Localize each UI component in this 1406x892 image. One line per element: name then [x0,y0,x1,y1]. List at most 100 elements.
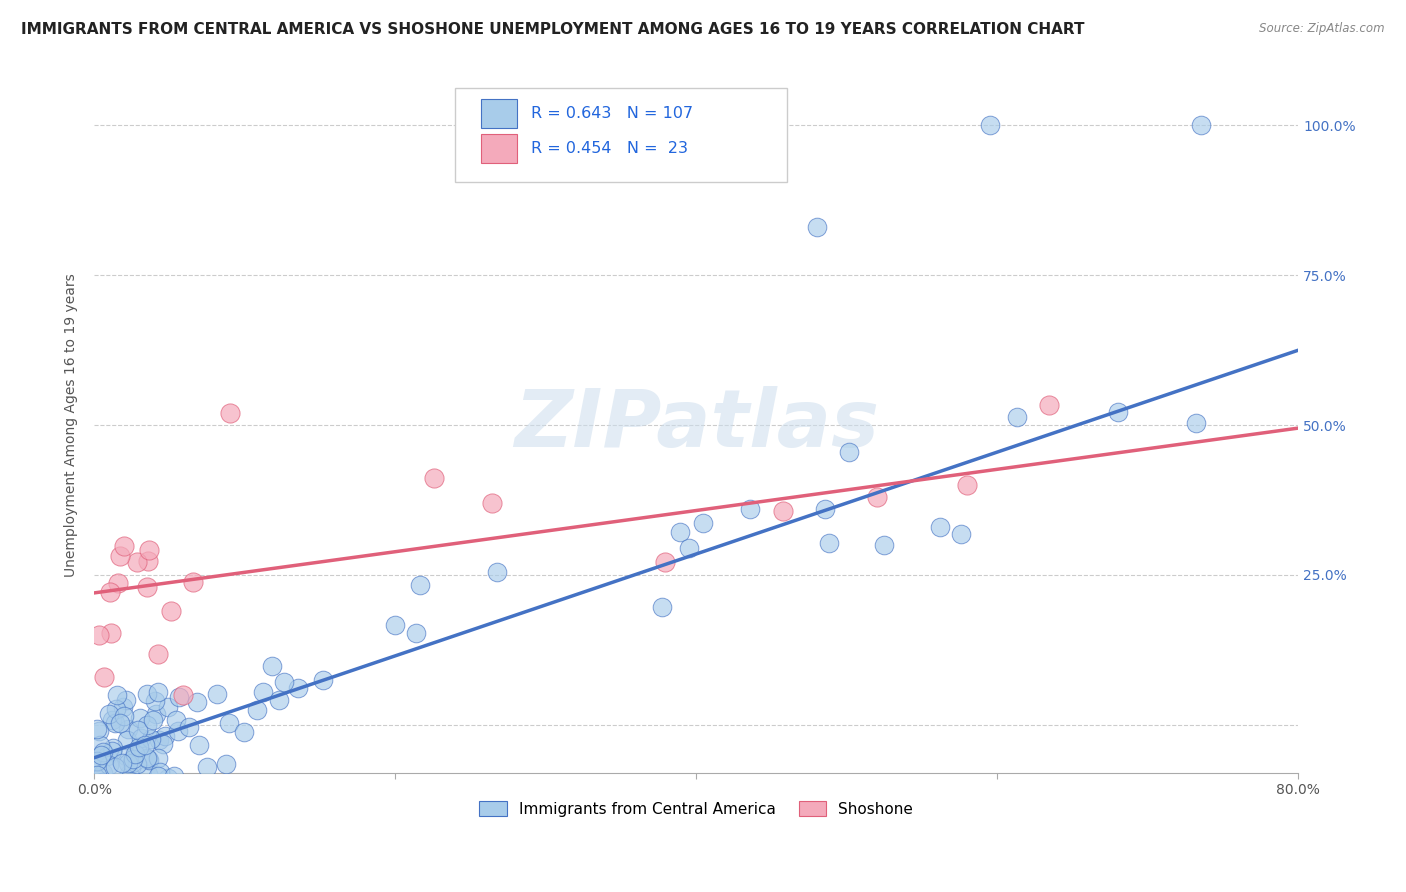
Point [260,658,283,673]
Point [127,723,149,738]
Point [122,752,145,766]
Point [98,788,121,802]
FancyBboxPatch shape [481,134,517,163]
Point [136,717,159,731]
Point [86,784,108,798]
Point [93,670,115,684]
Point [252,685,274,699]
Point [183,575,205,590]
Point [136,766,159,780]
Point [135,750,157,764]
Text: R = 0.454   N =  23: R = 0.454 N = 23 [531,141,689,156]
Point [139,732,162,747]
Y-axis label: Unemployment Among Ages 16 to 19 years: Unemployment Among Ages 16 to 19 years [65,273,79,577]
Point [692,516,714,530]
Point [145,706,167,721]
Point [233,724,256,739]
Point [409,578,432,592]
Point [105,689,128,703]
Point [87,784,110,798]
Point [112,540,135,554]
Point [423,471,446,485]
Point [215,756,238,771]
Point [814,502,837,516]
Point [979,119,1001,133]
Point [110,549,132,564]
Point [197,778,219,792]
Point [124,747,146,761]
Point [669,524,692,539]
Point [100,625,122,640]
Point [111,699,134,714]
Point [96,749,118,764]
Point [156,700,179,714]
Point [188,738,211,752]
Legend: Immigrants from Central America, Shoshone: Immigrants from Central America, Shoshon… [471,793,921,824]
Point [104,715,127,730]
Point [97,706,120,721]
Point [1038,398,1060,412]
Point [1107,405,1129,419]
Point [104,702,127,716]
Point [101,713,124,727]
Point [1185,416,1208,430]
Point [148,685,170,699]
Point [87,724,110,739]
Text: Source: ZipAtlas.com: Source: ZipAtlas.com [1260,22,1385,36]
Point [138,753,160,767]
Point [146,647,169,661]
Point [287,681,309,695]
Point [91,746,114,760]
Point [117,756,139,770]
Point [101,777,124,791]
Point [177,720,200,734]
Point [651,599,673,614]
Point [148,732,170,747]
Point [86,755,108,769]
Point [125,743,148,757]
Point [101,744,124,758]
Point [138,542,160,557]
Point [136,554,159,568]
Point [114,692,136,706]
Point [873,538,896,552]
Point [148,751,170,765]
Point [269,693,291,707]
Point [112,709,135,723]
Text: R = 0.643   N = 107: R = 0.643 N = 107 [531,106,693,121]
Point [146,769,169,783]
Point [186,695,208,709]
Point [90,774,112,789]
Point [136,790,159,805]
Point [195,760,218,774]
Point [738,502,761,516]
Point [90,747,112,762]
Point [218,406,240,420]
Point [87,627,110,641]
Point [245,703,267,717]
Point [481,495,503,509]
Point [678,541,700,555]
Point [135,580,157,594]
Point [134,738,156,752]
Point [86,768,108,782]
Point [956,478,979,492]
Point [156,772,179,786]
Point [127,555,149,569]
Point [384,618,406,632]
Point [101,741,124,756]
Point [654,555,676,569]
Point [163,769,186,783]
Point [125,757,148,772]
Point [172,688,194,702]
Text: ZIPatlas: ZIPatlas [513,386,879,464]
Point [148,765,170,780]
Point [135,687,157,701]
FancyBboxPatch shape [456,88,786,182]
Point [162,782,184,797]
Point [152,737,174,751]
Text: IMMIGRANTS FROM CENTRAL AMERICA VS SHOSHONE UNEMPLOYMENT AMONG AGES 16 TO 19 YEA: IMMIGRANTS FROM CENTRAL AMERICA VS SHOSH… [21,22,1084,37]
Point [142,713,165,727]
Point [160,604,183,618]
Point [167,690,190,705]
